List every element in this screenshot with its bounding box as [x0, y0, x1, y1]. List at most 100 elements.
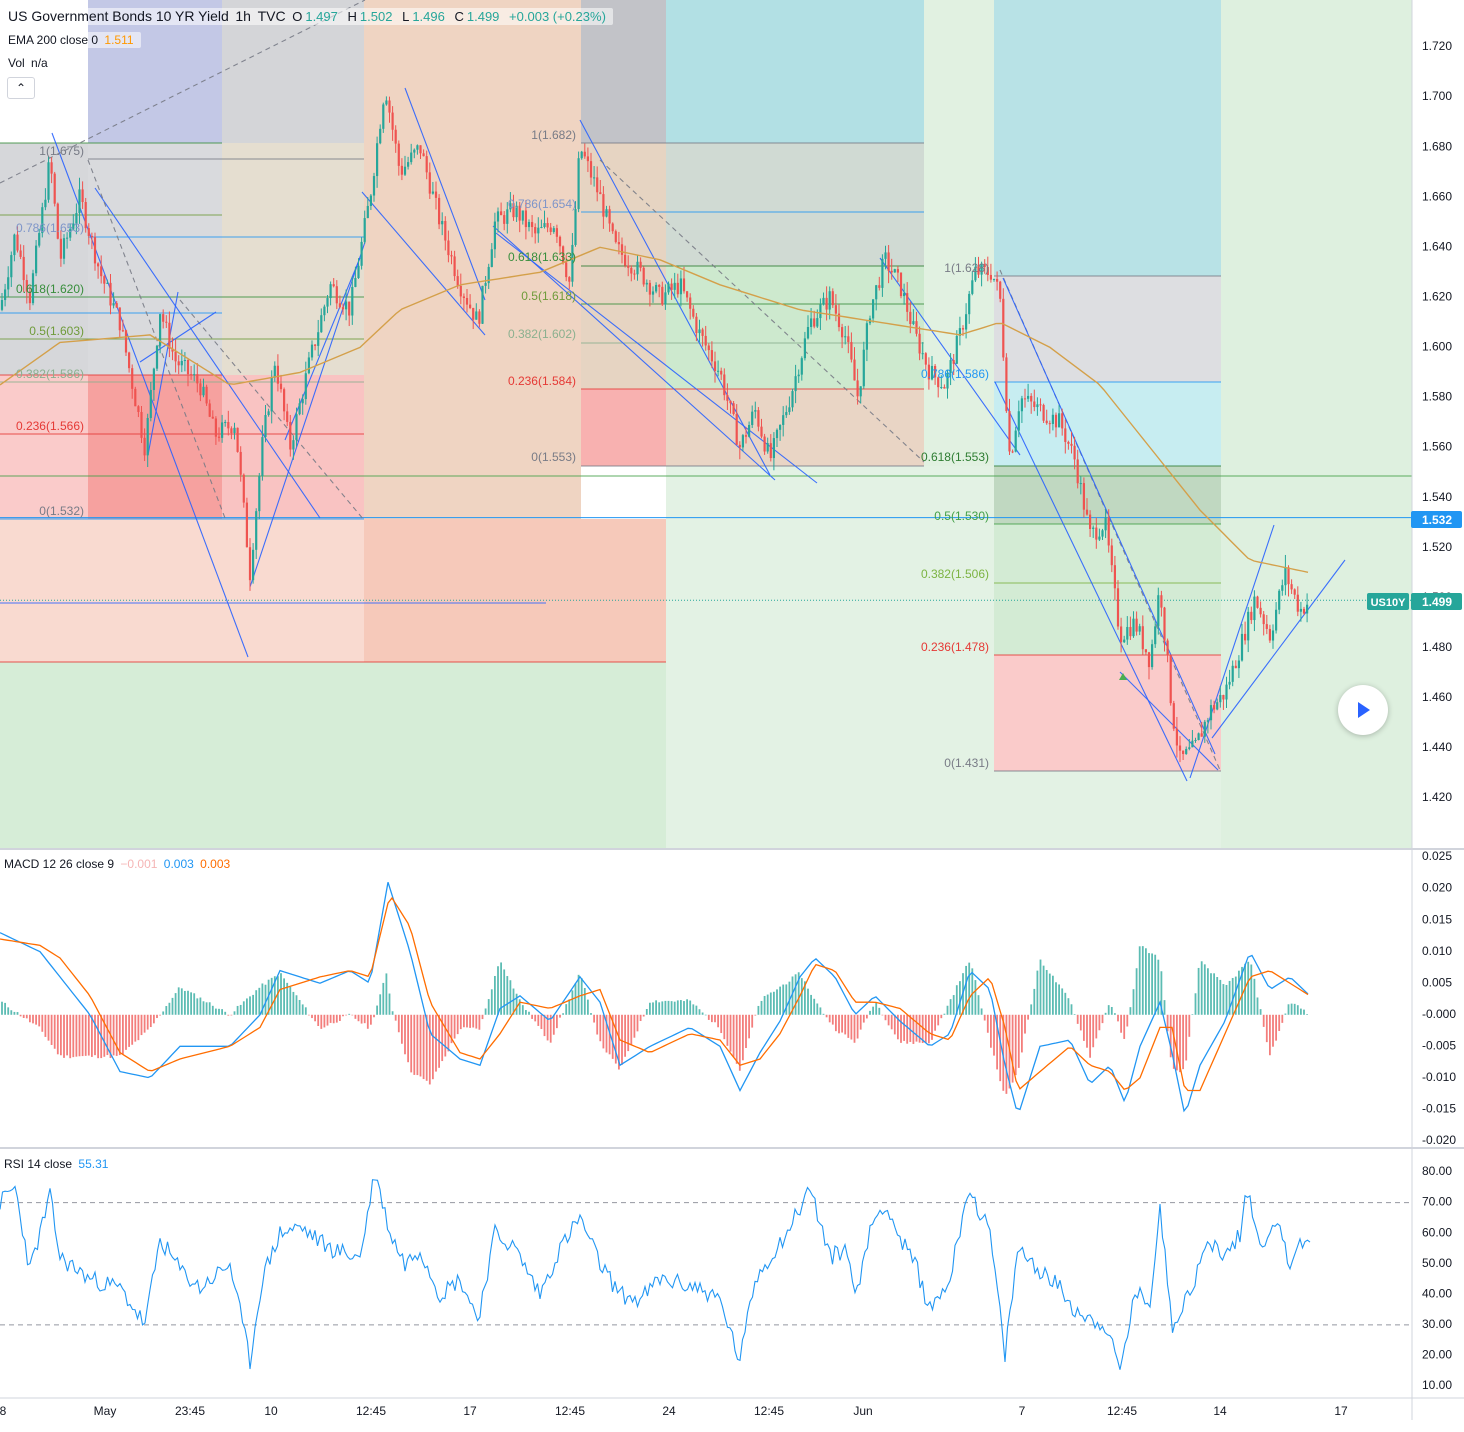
macd-histogram-bar	[391, 1011, 394, 1015]
candle-body	[193, 374, 196, 376]
macd-histogram-bar	[1238, 970, 1240, 1015]
macd-hist-value: −0.001	[120, 857, 158, 871]
macd-histogram-bar	[866, 1014, 868, 1019]
macd-histogram-bar	[952, 995, 955, 1015]
macd-histogram-bar	[605, 1014, 608, 1053]
candle-body	[124, 330, 128, 353]
candle-body	[918, 333, 921, 354]
time-tick-label: 10	[264, 1404, 278, 1418]
candle-body	[856, 380, 859, 397]
collapse-legend-button[interactable]: ⌃	[7, 77, 35, 99]
macd-histogram-bar	[1, 1001, 3, 1015]
candle-body	[555, 228, 558, 237]
macd-histogram-bar	[1272, 1014, 1274, 1047]
macd-histogram-bar	[959, 981, 961, 1015]
candle-body	[245, 502, 248, 548]
macd-histogram-bar	[655, 1000, 657, 1015]
macd-histogram-bar	[1306, 1014, 1308, 1015]
fib-zone	[364, 0, 581, 519]
candle-body	[1197, 733, 1200, 740]
trend-line	[139, 311, 217, 363]
candle-body	[317, 332, 320, 346]
candle-body	[1306, 604, 1309, 614]
change-value: +0.003 (+0.23%)	[509, 9, 606, 24]
macd-histogram-bar	[841, 1014, 843, 1033]
candle-body	[841, 327, 844, 338]
macd-histogram-bar	[360, 1014, 363, 1024]
candle-body	[903, 293, 906, 297]
candle-body	[106, 282, 109, 284]
rsi-legend[interactable]: RSI 14 close 55.31	[4, 1154, 111, 1174]
macd-histogram-bar	[1172, 1014, 1175, 1069]
candle-body	[16, 234, 19, 251]
candle-body	[673, 282, 676, 290]
macd-histogram-bar	[84, 1014, 87, 1056]
candle-body	[289, 421, 292, 450]
macd-histogram-bar	[187, 990, 189, 1015]
candle-body	[1256, 596, 1259, 608]
candle-body	[552, 228, 555, 232]
macd-histogram-bar	[140, 1014, 143, 1036]
candle-body	[627, 265, 630, 268]
candle-body	[1008, 411, 1011, 452]
candle-body	[661, 286, 664, 305]
fib-zone	[0, 375, 88, 519]
interval[interactable]: 1h	[235, 8, 251, 24]
fib-zone	[666, 143, 924, 266]
macd-histogram-bar	[1027, 1014, 1029, 1020]
macd-legend[interactable]: MACD 12 26 close 9 −0.001 0.003 0.003	[4, 854, 233, 874]
candle-body	[1234, 665, 1237, 669]
ema-legend[interactable]: EMA 200 close 0 1.511	[4, 30, 144, 50]
macd-histogram-bar	[373, 1014, 375, 1018]
fib-label: 0.5(1.530)	[934, 509, 989, 523]
candle-body	[7, 277, 10, 290]
fib-zone	[994, 0, 1221, 276]
candle-body	[906, 293, 909, 312]
macd-histogram-bar	[25, 1014, 28, 1019]
candle-body	[819, 304, 822, 319]
macd-histogram-bar	[766, 994, 769, 1015]
fib-zone	[0, 662, 666, 848]
vol-legend[interactable]: Vol n/a	[4, 53, 58, 73]
candle-body	[1092, 527, 1095, 529]
macd-histogram-bar	[258, 987, 261, 1015]
candle-body	[298, 403, 301, 415]
macd-histogram-bar	[831, 1014, 834, 1025]
macd-histogram-bar	[955, 985, 958, 1015]
macd-histogram-bar	[301, 1004, 304, 1015]
macd-histogram-bar	[720, 1014, 723, 1034]
fib-label: 0.382(1.586)	[16, 367, 84, 381]
candle-body	[128, 352, 131, 369]
macd-histogram-bar	[466, 1014, 468, 1028]
candle-body	[131, 368, 134, 389]
candle-body	[1014, 430, 1017, 452]
macd-histogram-bar	[996, 1014, 998, 1070]
macd-histogram-bar	[1095, 1014, 1098, 1039]
candle-body	[382, 104, 385, 129]
candle-body	[397, 143, 400, 166]
replay-play-button[interactable]	[1338, 685, 1388, 735]
macd-histogram-bar	[1014, 1014, 1017, 1076]
high-label: H	[347, 9, 357, 24]
trend-line	[94, 187, 321, 519]
candle-body	[605, 209, 608, 217]
macd-histogram-bar	[490, 989, 493, 1015]
candle-body	[261, 437, 264, 476]
macd-histogram-bar	[432, 1014, 434, 1080]
macd-histogram-bar	[537, 1014, 540, 1026]
macd-histogram-bar	[295, 995, 298, 1015]
axis-tick-label: 0.010	[1422, 944, 1452, 958]
candle-body	[1175, 728, 1178, 746]
symbol-name[interactable]: US Government Bonds 10 YR Yield	[8, 8, 229, 24]
candle-body	[168, 322, 171, 349]
macd-histogram-bar	[977, 995, 980, 1015]
macd-histogram-bar	[788, 981, 791, 1015]
axis-tick-label: 1.420	[1422, 790, 1452, 804]
candle-body	[772, 438, 775, 459]
candle-body	[496, 211, 500, 222]
candle-body	[1144, 649, 1147, 653]
candle-body	[1129, 626, 1132, 637]
candle-body	[1275, 609, 1278, 631]
macd-histogram-bar	[611, 1014, 614, 1059]
macd-histogram-bar	[1188, 1014, 1191, 1037]
